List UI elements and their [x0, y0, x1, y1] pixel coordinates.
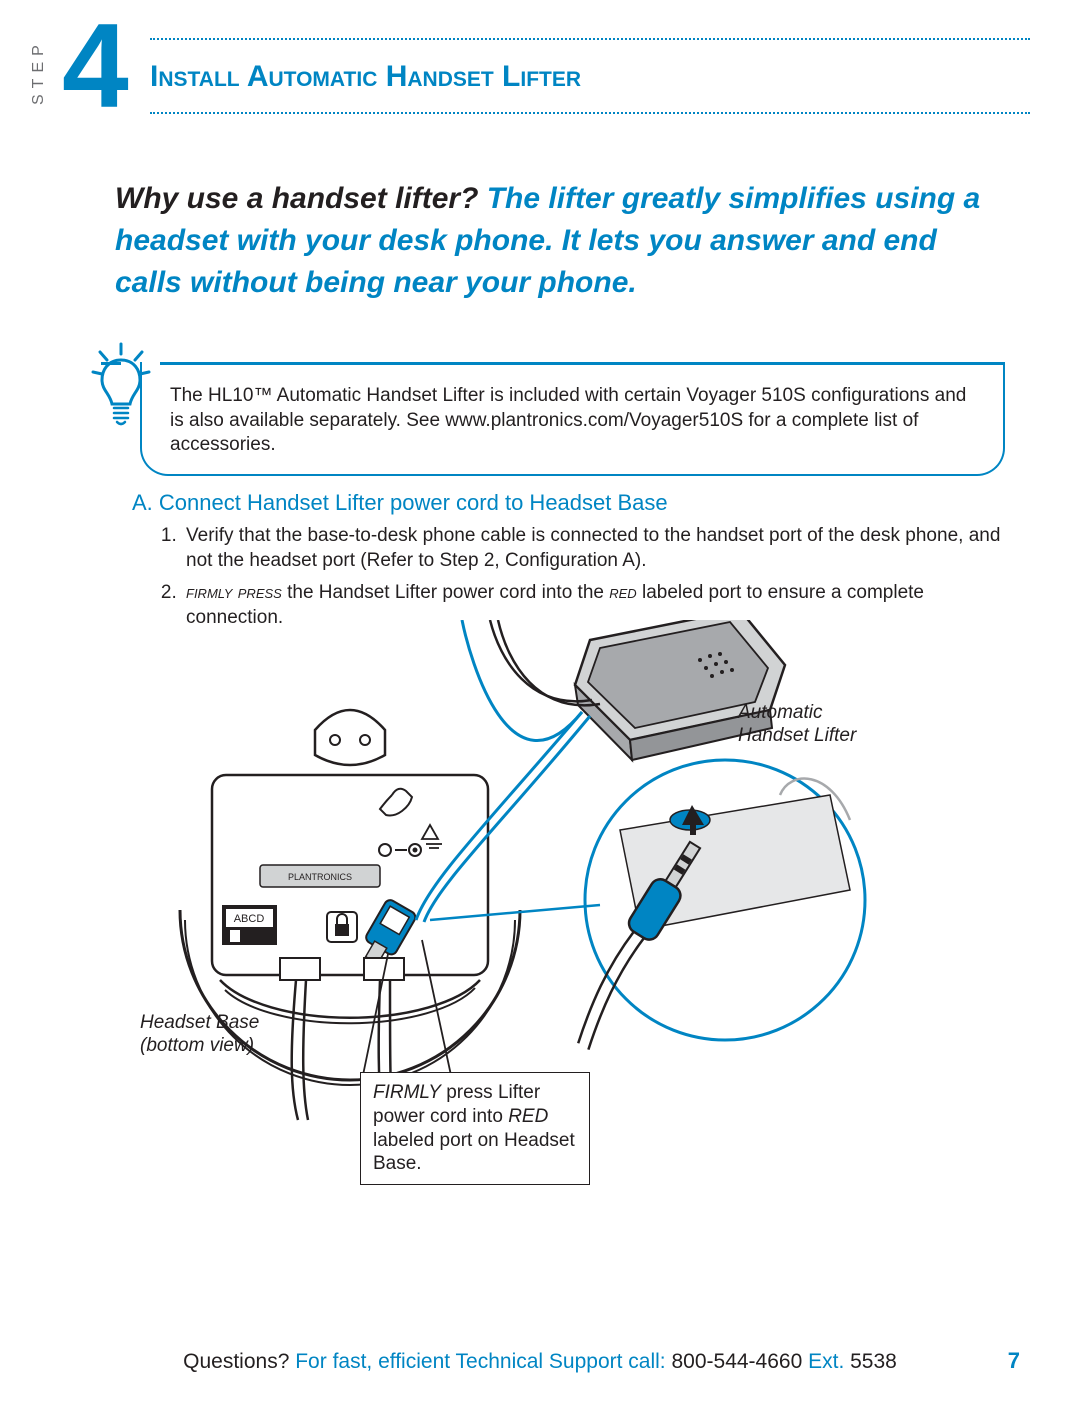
- step-vertical-label: STEP: [30, 39, 48, 105]
- section-a-list: Verify that the base-to-desk phone cable…: [132, 524, 1005, 631]
- list-item-text: Verify that the base-to-desk phone cable…: [186, 525, 1000, 571]
- list-item: Verify that the base-to-desk phone cable…: [182, 524, 1005, 573]
- smallcaps-text: RED: [508, 1106, 548, 1127]
- svg-text:PLANTRONICS: PLANTRONICS: [288, 872, 352, 882]
- tip-callout: The HL10™ Automatic Handset Lifter is in…: [140, 362, 1005, 476]
- tip-text: The HL10™ Automatic Handset Lifter is in…: [170, 385, 966, 455]
- dotted-rule-bottom: [150, 112, 1030, 114]
- footer-ext: 5538: [850, 1350, 897, 1373]
- smallcaps-text: red: [609, 582, 636, 603]
- section-a-heading: A. Connect Handset Lifter power cord to …: [132, 490, 1005, 516]
- smallcaps-text: FIRMLY: [373, 1082, 441, 1103]
- step-title: Install Automatic Handset Lifter: [150, 40, 1030, 112]
- label-text: Automatic Handset Lifter: [738, 702, 856, 746]
- diagram-label-base: Headset Base (bottom view): [140, 1012, 300, 1058]
- footer-phone: 800-544-4660: [671, 1350, 802, 1373]
- headset-base-illustration: PLANTRONICS ABCD: [180, 710, 520, 1120]
- manual-page: STEP 4 Install Automatic Handset Lifter …: [0, 0, 1080, 1412]
- title-block: Install Automatic Handset Lifter: [150, 38, 1030, 114]
- connection-diagram: PLANTRONICS ABCD: [130, 620, 950, 1180]
- list-item-text: the Handset Lifter power cord into the: [282, 582, 609, 603]
- footer-text: Ext.: [802, 1350, 850, 1373]
- footer-text: For fast, efficient Technical Support ca…: [295, 1350, 671, 1373]
- intro-question: Why use a handset lifter?: [115, 182, 487, 215]
- diagram-label-lifter: Automatic Handset Lifter: [738, 702, 898, 748]
- svg-text:ABCD: ABCD: [234, 913, 265, 925]
- section-a: A. Connect Handset Lifter power cord to …: [132, 490, 1005, 639]
- page-footer: Questions? For fast, efficient Technical…: [0, 1350, 1080, 1374]
- power-cord: [416, 620, 590, 922]
- callout-text: labeled port on Headset Base.: [373, 1130, 575, 1175]
- diagram-callout-box: FIRMLY press Lifter power cord into RED …: [360, 1072, 590, 1185]
- detail-inset: [430, 760, 865, 1050]
- footer-question: Questions?: [183, 1350, 295, 1373]
- smallcaps-text: firmly press: [186, 582, 282, 603]
- step-number: 4: [62, 6, 129, 126]
- page-number: 7: [1008, 1348, 1020, 1374]
- intro-paragraph: Why use a handset lifter? The lifter gre…: [115, 178, 1010, 304]
- label-text: Headset Base (bottom view): [140, 1012, 259, 1056]
